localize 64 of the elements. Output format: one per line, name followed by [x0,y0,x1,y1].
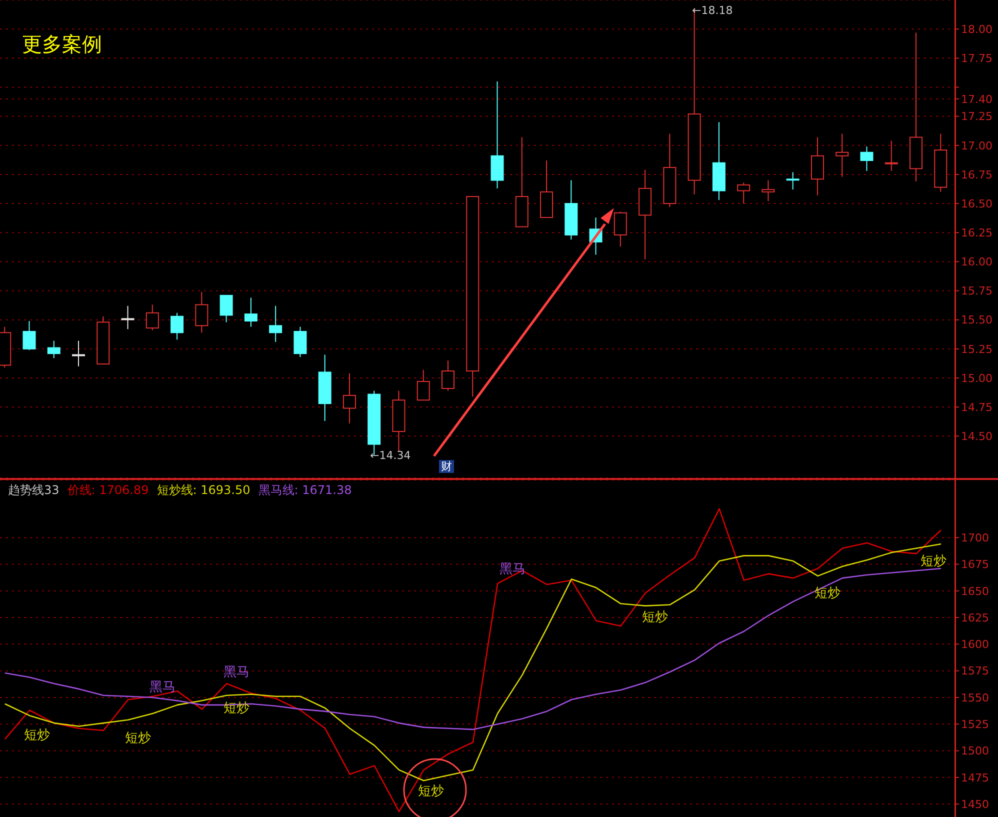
candlestick [170,312,184,340]
y-tick-label: 18.00 [961,22,992,36]
annotation: 短炒 [642,609,668,626]
text: 价线: 1706.89 [67,482,149,499]
candlestick [342,372,356,424]
candlestick [146,304,159,331]
annotation: 短炒 [814,585,841,602]
y-tick-label: 1600 [961,638,989,652]
annotation: 短炒 [418,783,444,800]
y-tick-label: 16.50 [961,197,992,210]
y-tick-label: 1650 [961,584,989,598]
candlestick [737,182,750,204]
annotation: 黑马 [150,679,176,696]
y-tick-label: 15.25 [961,342,992,356]
y-tick-label: 1675 [961,558,989,572]
annotation: 黑马 [223,664,250,681]
y-tick-label: 1700 [961,531,989,544]
y-tick-label: 17.00 [961,139,992,152]
y-tick-label: 1550 [961,691,989,704]
y-tick-label: 16.25 [961,226,992,240]
candlestick [121,305,134,330]
y-tick-label: 14.50 [961,430,992,444]
candlestick [294,326,307,358]
y-tick-label: 17.40 [961,92,992,106]
y-tick-label: 17.75 [961,52,992,66]
candlestick [810,136,824,196]
candlestick [860,146,874,172]
y-tick-label: 1625 [961,611,989,624]
annotation: 财 [439,460,454,474]
candlestick [72,340,86,367]
annotation: 更多案例 [22,32,102,56]
y-tick-label: 16.00 [961,256,992,269]
candlestick [244,297,258,328]
candlestick [836,133,849,178]
annotation: ←14.34 [370,449,411,462]
y-tick-label: 17.25 [961,110,992,124]
candlestick [269,305,282,342]
annotation: 短炒 [124,730,151,747]
chart-title: 趋势线33 [8,482,60,499]
candlestick [614,211,627,248]
y-tick-label: 1525 [961,718,989,732]
candlestick [416,369,430,401]
annotation: 短炒 [223,700,250,717]
y-tick-label: 1500 [961,744,989,758]
candlestick [22,320,36,351]
y-tick-label: 15.00 [961,372,992,385]
y-tick-label: 16.75 [961,168,992,182]
candlestick [47,340,60,359]
candlestick [762,180,775,202]
annotation: 短炒 [920,553,947,570]
candlestick [220,294,233,323]
y-tick-label: 1475 [961,771,989,784]
candlestick [195,291,208,334]
candlestick [441,360,454,392]
y-tick-label: 15.50 [961,314,992,327]
candlestick [884,140,898,172]
y-tick-label: 1450 [961,798,989,811]
candlestick [786,172,800,190]
annotation: 短炒 [24,727,50,744]
text: 黑马线: 1671.38 [258,482,352,499]
y-tick-label: 14.75 [961,400,992,414]
y-tick-label: 1575 [961,664,989,678]
text: 短炒线: 1693.50 [156,482,250,499]
y-tick-label: 15.75 [961,284,992,298]
